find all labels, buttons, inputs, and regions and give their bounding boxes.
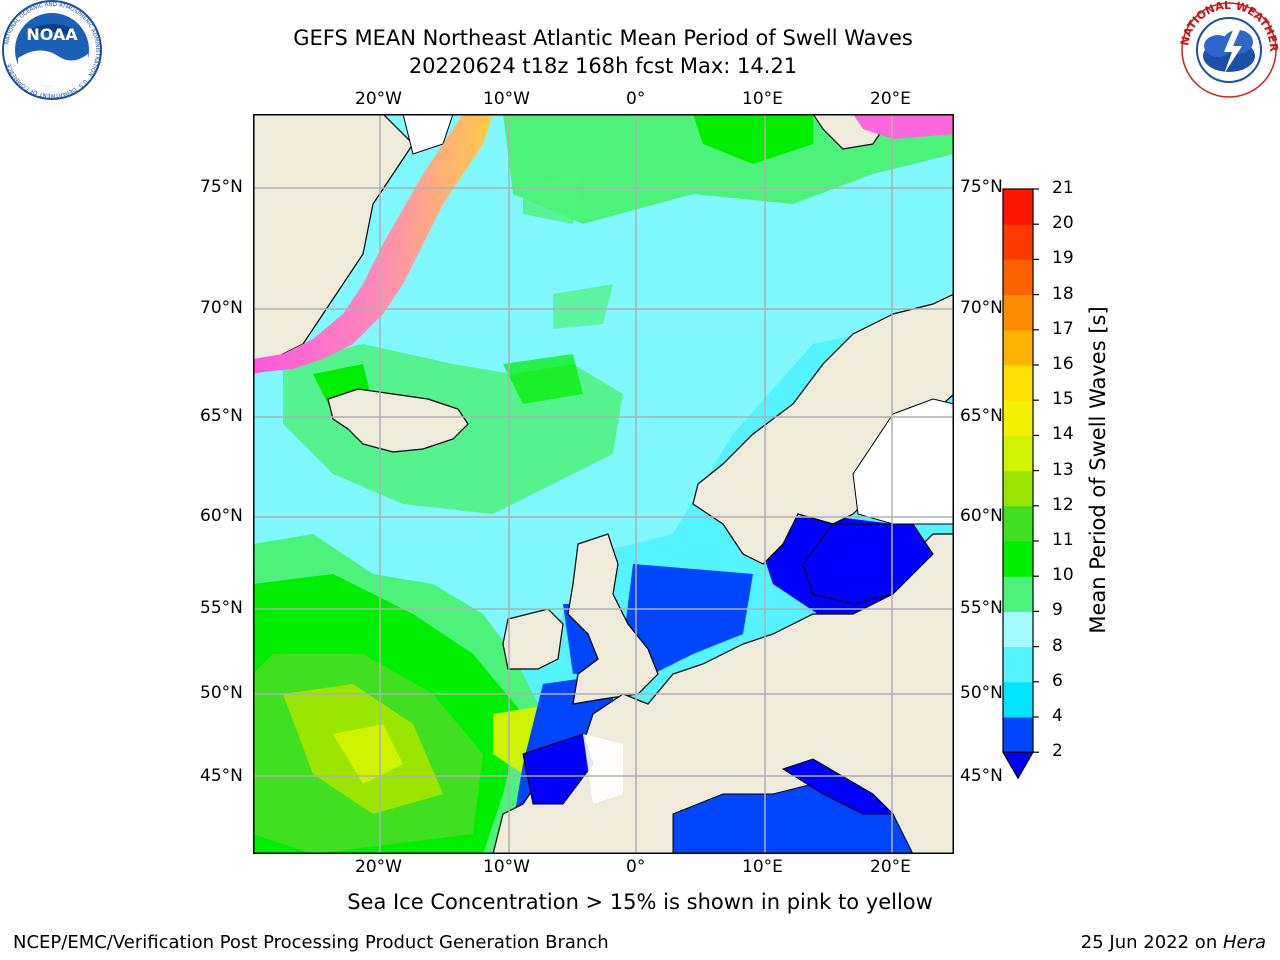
map-panel bbox=[253, 114, 954, 854]
colorbar-tick-label: 15 bbox=[1052, 389, 1074, 410]
lon-label-bottom-0: 0° bbox=[626, 857, 646, 877]
colorbar-under-extension bbox=[1001, 751, 1035, 780]
footer-host: Hera bbox=[1222, 932, 1266, 953]
svg-text:NOAA: NOAA bbox=[26, 25, 78, 44]
lat-label-right-60n: 60°N bbox=[960, 506, 1003, 526]
chart-subtitle: 20220624 t18z 168h fcst Max: 14.21 bbox=[408, 54, 798, 78]
lon-label-top-10e: 10°E bbox=[742, 89, 783, 109]
lat-label-left-65n: 65°N bbox=[200, 406, 243, 426]
colorbar-title: Mean Period of Swell Waves [s] bbox=[1086, 306, 1110, 634]
colorbar-segment bbox=[1003, 329, 1033, 366]
lon-label-top-0: 0° bbox=[626, 89, 646, 109]
colorbar-segment bbox=[1003, 611, 1033, 648]
colorbar-tick-label: 11 bbox=[1052, 530, 1074, 550]
footer-credit: NCEP/EMC/Verification Post Processing Pr… bbox=[13, 932, 609, 953]
nws-logo: NATIONAL WEATHER SERVICE bbox=[1178, 0, 1280, 98]
colorbar-tick-label: 8 bbox=[1052, 635, 1063, 656]
colorbar-tick-label: 10 bbox=[1052, 565, 1074, 586]
colorbar-tick-label: 20 bbox=[1052, 213, 1074, 234]
colorbar-segment bbox=[1003, 189, 1033, 225]
colorbar-segment bbox=[1003, 717, 1033, 753]
iceland bbox=[327, 388, 469, 453]
sea-ice-band bbox=[253, 114, 493, 374]
colorbar-segment bbox=[1003, 365, 1033, 401]
colorbar-segment bbox=[1003, 400, 1033, 436]
lon-label-bottom-10w: 10°W bbox=[483, 857, 530, 877]
colorbar-segment bbox=[1003, 505, 1033, 542]
lat-label-right-65n: 65°N bbox=[960, 406, 1003, 426]
lat-label-left-50n: 50°N bbox=[200, 683, 243, 703]
sea-ice-svalbard bbox=[853, 114, 954, 139]
colorbar-segment bbox=[1003, 576, 1033, 612]
colorbar-tick-label: 14 bbox=[1052, 424, 1074, 445]
noaa-logo: NOAA NATIONAL OCEANIC AND ATMOSPHERIC AD… bbox=[2, 0, 102, 100]
lat-label-left-55n: 55°N bbox=[200, 598, 243, 618]
lat-label-left-60n: 60°N bbox=[200, 506, 243, 526]
lat-label-right-75n: 75°N bbox=[960, 177, 1003, 197]
colorbar-tick-label: 13 bbox=[1052, 459, 1074, 480]
colorbar-tick-label: 12 bbox=[1052, 494, 1074, 515]
caption: Sea Ice Concentration > 15% is shown in … bbox=[347, 890, 933, 914]
colorbar-tick-label: 16 bbox=[1052, 354, 1074, 374]
footer-date-text: 25 Jun 2022 on bbox=[1080, 932, 1223, 953]
colorbar-segment bbox=[1003, 681, 1033, 718]
colorbar bbox=[1001, 188, 1039, 780]
lat-label-right-50n: 50°N bbox=[960, 683, 1003, 703]
chart-title: GEFS MEAN Northeast Atlantic Mean Period… bbox=[293, 26, 913, 50]
colorbar-tick-label: 17 bbox=[1052, 318, 1074, 339]
lat-label-right-45n: 45°N bbox=[960, 766, 1003, 786]
lon-label-bottom-20w: 20°W bbox=[355, 857, 402, 877]
colorbar-tick-label: 9 bbox=[1052, 600, 1063, 621]
lon-label-bottom-10e: 10°E bbox=[742, 857, 783, 877]
gridlines bbox=[253, 114, 954, 854]
lat-label-right-55n: 55°N bbox=[960, 598, 1003, 618]
colorbar-segment bbox=[1003, 470, 1033, 507]
lat-label-left-45n: 45°N bbox=[200, 766, 243, 786]
colorbar-segment bbox=[1003, 294, 1033, 331]
colorbar-segment bbox=[1003, 435, 1033, 472]
colorbar-segment bbox=[1003, 541, 1033, 577]
colorbar-tick-label: 6 bbox=[1052, 670, 1063, 691]
lon-label-top-10w: 10°W bbox=[483, 89, 530, 109]
colorbar-segment bbox=[1003, 646, 1033, 683]
colorbar-segment bbox=[1003, 224, 1033, 260]
swell-2-4 bbox=[623, 564, 753, 674]
colorbar-segment bbox=[1003, 259, 1033, 296]
lat-label-left-75n: 75°N bbox=[200, 177, 243, 197]
ireland bbox=[502, 608, 564, 670]
colorbar-tick-label: 2 bbox=[1052, 741, 1063, 762]
colorbar-tick-label: 4 bbox=[1052, 706, 1063, 726]
lat-label-left-70n: 70°N bbox=[200, 298, 243, 318]
footer-date: 25 Jun 2022 on Hera bbox=[1081, 932, 1266, 953]
lon-label-bottom-20e: 20°E bbox=[870, 857, 911, 877]
lon-label-top-20e: 20°E bbox=[870, 89, 911, 109]
colorbar-tick-label: 18 bbox=[1052, 283, 1074, 304]
colorbar-tick-label: 19 bbox=[1052, 248, 1074, 269]
colorbar-tick-label: 21 bbox=[1052, 178, 1074, 198]
lon-label-top-20w: 20°W bbox=[355, 89, 402, 109]
lat-label-right-70n: 70°N bbox=[960, 298, 1003, 318]
